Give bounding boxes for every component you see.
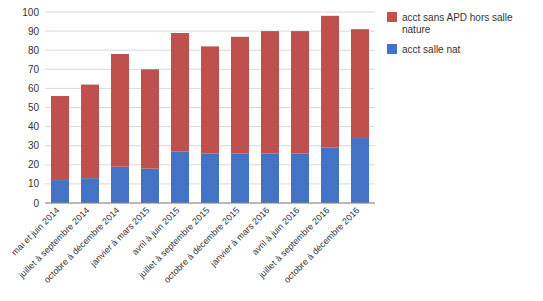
bars (51, 16, 369, 203)
bar-segment (141, 69, 159, 168)
y-tick-label: 100 (22, 7, 39, 18)
series (51, 16, 369, 180)
grid-line (45, 203, 375, 204)
bar-segment (321, 148, 339, 203)
legend-label: acct salle nat (402, 44, 461, 55)
grid (45, 12, 375, 203)
bar-segment (171, 33, 189, 151)
y-tick-label: 10 (28, 178, 40, 189)
bar-segment (261, 31, 279, 153)
y-axis: 0 10 20 30 40 50 60 70 80 90 100 (22, 7, 39, 209)
y-tick-label: 30 (28, 140, 40, 151)
grid-line (45, 12, 375, 13)
bar-segment (171, 151, 189, 203)
bar-segment (351, 138, 369, 203)
bar-segment (351, 29, 369, 138)
y-tick-label: 60 (28, 83, 40, 94)
bar-segment (81, 178, 99, 203)
bar-segment (111, 54, 129, 167)
y-tick-label: 0 (33, 198, 39, 209)
chart-svg: 0 10 20 30 40 50 60 70 80 90 100 mai et juin 2014ju… (0, 0, 543, 301)
bar-segment (201, 46, 219, 153)
legend-swatch (387, 44, 397, 54)
bar-segment (51, 96, 69, 180)
bar-segment (321, 16, 339, 148)
y-tick-label: 40 (28, 121, 40, 132)
y-tick-label: 50 (28, 102, 40, 113)
legend-swatch (387, 12, 397, 22)
bar-segment (231, 153, 249, 203)
bar-segment (111, 167, 129, 203)
bar-segment (51, 180, 69, 203)
bar-segment (261, 153, 279, 203)
x-tick-label: octobre à décembre 2016 (282, 205, 362, 285)
y-tick-label: 70 (28, 64, 40, 75)
bar-segment (291, 153, 309, 203)
y-tick-label: 90 (28, 26, 40, 37)
bar-segment (291, 31, 309, 153)
x-axis-line (45, 203, 375, 204)
x-axis: mai et juin 2014juillet à septembre 2014… (9, 205, 361, 285)
bar-segment (201, 153, 219, 203)
legend-label: acct sans APD hors sallenature (402, 12, 513, 35)
y-tick-label: 20 (28, 159, 40, 170)
bar-segment (141, 169, 159, 203)
legend: acct sans APD hors sallenature acct salle… (387, 12, 513, 55)
bar-segment (81, 85, 99, 179)
bar-segment (231, 37, 249, 154)
chart-container: 0 10 20 30 40 50 60 70 80 90 100 mai et juin 2014ju… (0, 0, 543, 301)
y-tick-label: 80 (28, 45, 40, 56)
